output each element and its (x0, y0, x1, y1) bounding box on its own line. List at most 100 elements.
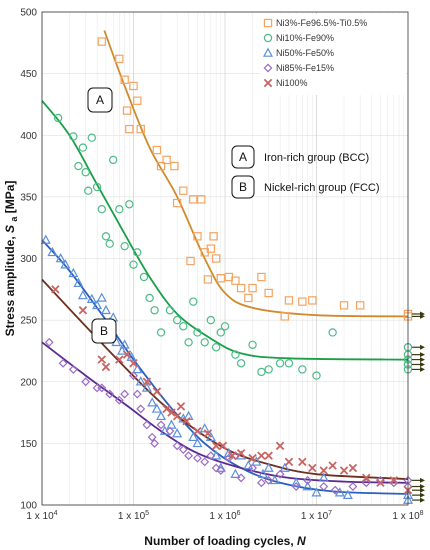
data-point (115, 54, 124, 64)
data-point (318, 472, 329, 482)
data-point (216, 274, 226, 283)
data-point (109, 155, 118, 165)
data-point (251, 456, 262, 466)
data-point (348, 482, 358, 491)
region-a-marker: A (87, 87, 113, 113)
data-point (216, 466, 226, 475)
runout-arrow-head (420, 497, 425, 503)
y-tick-label: 250 (20, 316, 37, 327)
data-point (248, 340, 257, 349)
region-b-label: B (100, 324, 108, 338)
data-markers (40, 37, 399, 499)
data-point (136, 404, 146, 414)
data-point (105, 239, 114, 248)
data-point (55, 253, 66, 263)
data-point (68, 267, 79, 278)
data-point (120, 241, 129, 251)
data-point (129, 81, 138, 91)
data-point (170, 161, 179, 171)
data-point (280, 312, 289, 321)
data-point (142, 420, 152, 430)
x-tick-label: 1 x 106 (209, 510, 240, 522)
data-point (92, 299, 103, 310)
y-tick-label: 200 (20, 377, 37, 388)
data-point (376, 478, 385, 488)
data-point (44, 337, 54, 347)
data-point (92, 182, 102, 192)
data-point (151, 403, 162, 413)
data-point (74, 161, 83, 171)
legend-background (260, 14, 406, 95)
data-point (120, 389, 130, 399)
data-point (100, 304, 111, 315)
data-point (186, 256, 195, 266)
data-point (184, 451, 194, 461)
data-point (193, 453, 202, 463)
y-axis-label-prefix: Stress amplitude, (3, 236, 17, 336)
data-point (257, 272, 266, 282)
data-point (279, 462, 290, 472)
runout-arrow-head (420, 361, 425, 367)
data-point (220, 322, 230, 331)
fit-curve (41, 100, 409, 361)
data-point (218, 441, 228, 451)
data-point (200, 457, 210, 467)
data-point (150, 306, 159, 315)
legend-entry: Ni85%-Fe15% (276, 63, 334, 73)
annotation-b-label: B (239, 180, 247, 194)
data-point (184, 338, 193, 347)
data-point (312, 371, 321, 380)
data-point (86, 293, 97, 303)
data-point (205, 431, 216, 442)
data-point (172, 428, 183, 438)
data-point (257, 451, 266, 460)
x-axis-label: Number of loading cycles, N (144, 534, 306, 548)
y-tick-label: 450 (20, 69, 37, 80)
data-point (269, 474, 280, 485)
runout-arrow-head (420, 492, 425, 498)
data-point (147, 432, 157, 442)
data-point (263, 462, 274, 472)
data-point (81, 168, 90, 177)
data-point (319, 482, 329, 491)
data-point (298, 365, 307, 374)
legend-marker (262, 47, 274, 57)
data-point (58, 358, 68, 368)
data-point (129, 359, 138, 368)
data-point (231, 276, 240, 285)
data-point (328, 328, 337, 337)
data-point (97, 355, 107, 364)
data-point (172, 315, 182, 325)
fit-curve (103, 30, 409, 318)
data-point (77, 290, 88, 300)
runout-arrow-head (420, 313, 425, 319)
data-point (339, 301, 349, 310)
data-point (230, 468, 241, 478)
data-point (189, 195, 198, 204)
data-point (303, 475, 313, 485)
legend-marker (263, 78, 273, 88)
region-b-box (91, 318, 117, 344)
data-point (97, 383, 107, 393)
data-point (231, 350, 240, 359)
annotation-a-label: A (239, 150, 247, 164)
x-tick-labels: 1 x 104 1 x 105 1 x 106 1 x 107 1 x 108 (26, 510, 423, 522)
x-axis-label-prefix: Number of loading cycles, (144, 534, 293, 548)
data-point (133, 96, 142, 105)
data-point (193, 426, 202, 436)
data-point (264, 288, 273, 298)
data-point (152, 145, 162, 155)
data-point (53, 113, 63, 123)
data-point (319, 466, 328, 475)
data-point (206, 451, 216, 461)
data-point (334, 487, 345, 497)
data-point (197, 195, 206, 204)
data-point (68, 364, 78, 374)
data-point (308, 463, 317, 473)
data-point (361, 478, 371, 488)
data-point (114, 395, 124, 405)
data-point (133, 248, 142, 257)
data-point (139, 272, 149, 282)
data-point (291, 482, 301, 491)
